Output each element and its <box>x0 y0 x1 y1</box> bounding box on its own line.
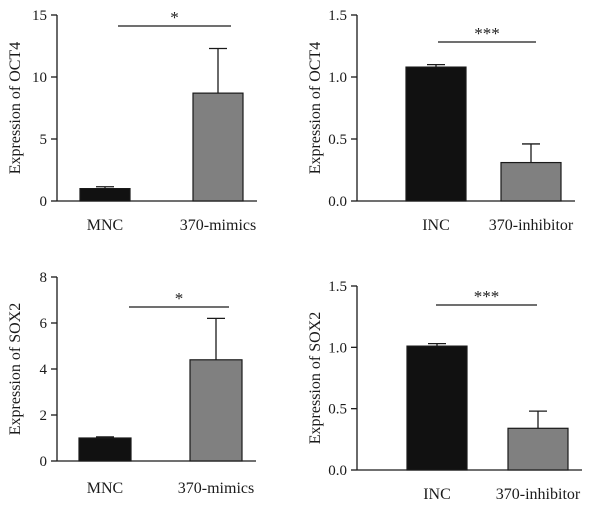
significance-marker: * <box>170 8 179 27</box>
significance-marker: *** <box>474 24 500 43</box>
y-tick-label: 0.0 <box>328 194 347 210</box>
bar-inc <box>405 66 467 202</box>
x-category-label: INC <box>423 486 451 503</box>
y-tick-label: 1.5 <box>328 279 347 295</box>
chart-panel-sox2-mimics: 0 2 4 6 8 Expression of SOX2 MNC 370-mimics * <box>7 270 256 497</box>
y-tick-label: 1.5 <box>328 8 347 24</box>
y-tick-label: 0 <box>40 454 48 470</box>
y-tick-label: 1.0 <box>328 70 347 86</box>
y-tick-label: 6 <box>40 316 48 332</box>
y-tick-label: 0.5 <box>328 402 347 418</box>
y-tick-label: 0.0 <box>328 463 347 479</box>
y-tick-label: 15 <box>32 8 47 24</box>
y-tick-label: 0.5 <box>328 132 347 148</box>
significance-marker: * <box>175 289 184 308</box>
y-tick-label: 10 <box>32 70 47 86</box>
x-category-label: 370-mimics <box>180 217 256 234</box>
x-category-label: MNC <box>87 480 123 497</box>
y-axis-title: Expression of OCT4 <box>307 42 324 174</box>
y-axis-title: Expression of SOX2 <box>307 312 324 444</box>
bar-370-mimics <box>192 92 244 202</box>
y-tick-label: 4 <box>40 362 48 378</box>
y-tick-label: 8 <box>40 270 48 286</box>
y-tick-label: 0 <box>40 194 48 210</box>
chart-panel-sox2-inhibitor: 0.0 0.5 1.0 1.5 Expression of SOX2 INC 370-inh… <box>307 279 582 503</box>
x-category-label: INC <box>422 217 450 234</box>
y-axis-title: Expression of OCT4 <box>7 42 24 174</box>
x-category-label: MNC <box>87 217 123 234</box>
bar-mnc <box>79 188 131 202</box>
bar-370-mimics <box>189 359 243 462</box>
bar-370-inhibitor <box>500 161 562 202</box>
y-tick-label: 1.0 <box>328 340 347 356</box>
bar-inc <box>406 345 468 471</box>
y-axis-title: Expression of SOX2 <box>7 303 24 435</box>
y-tick-label: 5 <box>40 132 48 148</box>
bar-370-inhibitor <box>507 427 569 471</box>
x-category-label: 370-inhibitor <box>489 217 574 234</box>
significance-marker: *** <box>474 287 500 306</box>
chart-panel-oct4-inhibitor: 0.0 0.5 1.0 1.5 Expression of OCT4 INC 370-inh… <box>307 8 575 234</box>
chart-panel-oct4-mimics: 0 5 10 15 Expression of OCT4 MNC 370-mimics * <box>7 8 257 234</box>
y-tick-label: 2 <box>40 408 48 424</box>
x-category-label: 370-inhibitor <box>496 486 581 503</box>
x-category-label: 370-mimics <box>178 480 254 497</box>
bar-mnc <box>78 437 132 462</box>
